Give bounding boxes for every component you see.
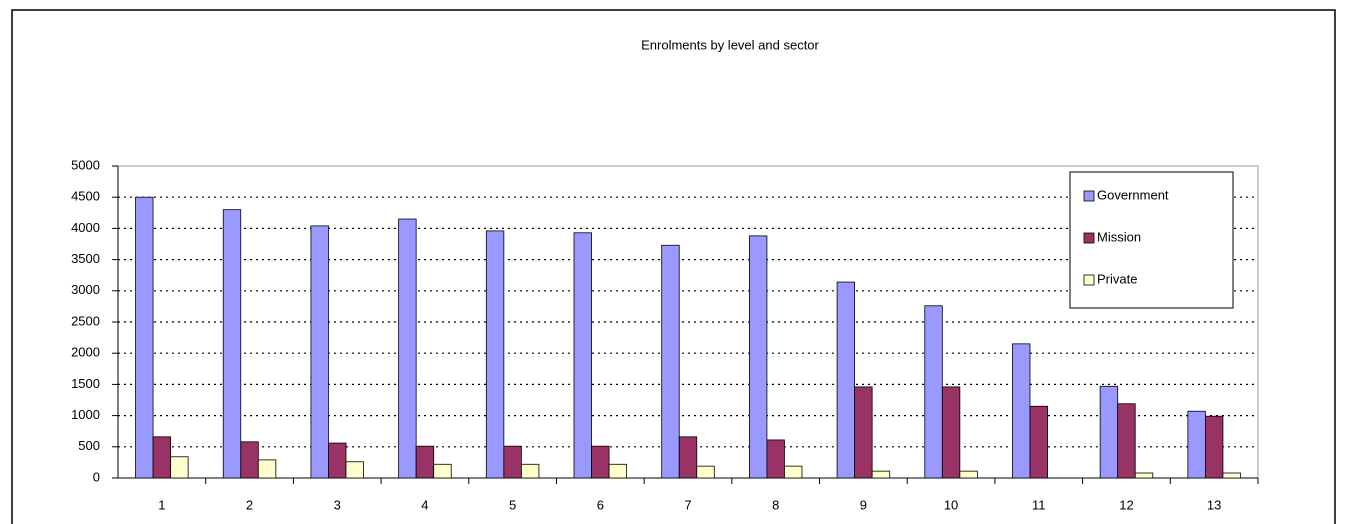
bar — [591, 445, 610, 479]
bar — [415, 445, 435, 479]
bar — [871, 470, 891, 479]
y-tick-label: 3500 — [71, 251, 100, 266]
x-tick-label: 12 — [1119, 497, 1133, 512]
legend-label: Mission — [1097, 229, 1141, 244]
bar — [1099, 385, 1119, 479]
x-tick-label: 6 — [597, 497, 604, 512]
bar — [257, 459, 277, 479]
bar — [1222, 472, 1241, 479]
x-tick-label: 1 — [158, 497, 165, 512]
bar — [1134, 472, 1154, 479]
x-tick-label: 3 — [334, 497, 341, 512]
x-tick-label: 9 — [860, 497, 867, 512]
legend-swatch — [1083, 232, 1095, 244]
bar — [485, 230, 505, 479]
y-tick-label: 3000 — [71, 282, 100, 297]
x-tick-label: 13 — [1207, 497, 1221, 512]
y-tick-label: 1000 — [71, 407, 100, 422]
bar — [696, 465, 715, 479]
x-tick-label: 4 — [421, 497, 428, 512]
bar — [240, 441, 259, 479]
legend-label: Government — [1097, 187, 1169, 202]
bar — [766, 439, 785, 479]
bar — [222, 209, 242, 479]
bar — [170, 456, 189, 479]
bar — [345, 461, 364, 479]
bar — [1029, 405, 1048, 479]
y-tick-label: 4500 — [71, 189, 100, 204]
x-tick-label: 11 — [1032, 497, 1046, 512]
bar — [573, 232, 592, 479]
bar — [678, 436, 698, 479]
bar — [503, 445, 522, 479]
bar — [1204, 415, 1224, 479]
legend-box — [1069, 171, 1234, 309]
legend-label: Private — [1097, 271, 1137, 286]
x-tick-label: 5 — [509, 497, 516, 512]
bar — [135, 196, 154, 479]
y-tick-label: 2000 — [71, 345, 100, 360]
legend-swatch — [1083, 190, 1095, 202]
y-tick-label: 4000 — [71, 220, 100, 235]
bar — [924, 305, 943, 479]
bar — [608, 463, 628, 479]
bar — [1012, 343, 1031, 479]
bar — [328, 442, 347, 479]
bar — [941, 386, 961, 479]
bar — [854, 386, 873, 479]
legend-swatch — [1083, 274, 1095, 286]
bar — [836, 281, 856, 479]
y-tick-label: 2500 — [71, 313, 100, 328]
bar — [784, 465, 803, 479]
x-tick-label: 10 — [944, 497, 958, 512]
bar — [310, 225, 329, 479]
bar — [661, 244, 680, 479]
bar — [520, 463, 540, 479]
bar — [959, 470, 978, 479]
bar — [748, 235, 768, 479]
chart-title: Enrolments by level and sector — [641, 37, 819, 52]
y-tick-label: 5000 — [71, 157, 100, 172]
y-tick-label: 500 — [78, 438, 100, 453]
x-tick-label: 7 — [684, 497, 691, 512]
bar — [433, 463, 452, 479]
bar — [1117, 403, 1136, 479]
y-tick-label: 1500 — [71, 376, 100, 391]
x-tick-label: 2 — [246, 497, 253, 512]
y-tick-label: 0 — [93, 469, 100, 484]
bar — [398, 218, 417, 479]
x-tick-label: 8 — [772, 497, 779, 512]
bar — [1187, 410, 1206, 479]
bar — [152, 436, 172, 479]
